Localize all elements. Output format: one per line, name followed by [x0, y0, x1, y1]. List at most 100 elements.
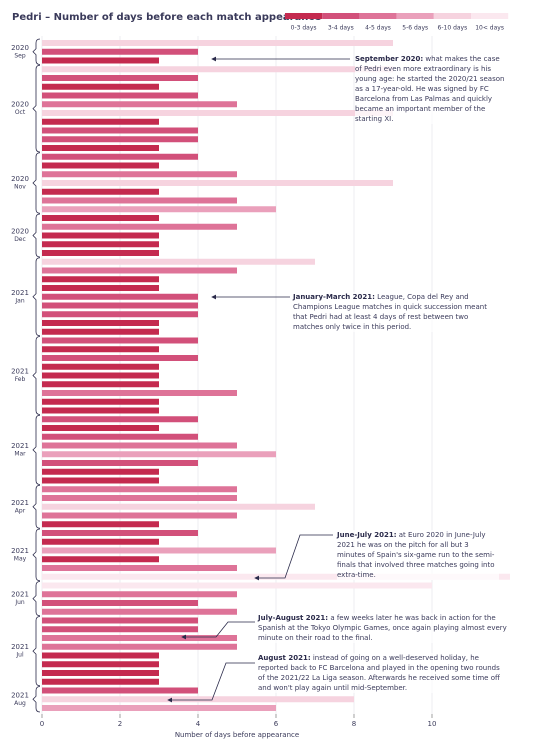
bar: [42, 617, 198, 624]
legend-swatch: [396, 13, 434, 19]
group-year: 2021: [11, 547, 29, 555]
group-year: 2021: [11, 499, 29, 507]
bar: [42, 608, 237, 615]
bar: [42, 40, 393, 46]
group-month: May: [14, 555, 27, 562]
bar: [42, 643, 237, 650]
bar: [42, 678, 159, 685]
annotation-title: June-July 2021:: [337, 531, 397, 539]
annotation-title: August 2021:: [258, 654, 311, 662]
group-bracket: [32, 414, 41, 485]
annotation-text: at Euro 2020 in June-July 2021 he was on…: [337, 531, 495, 579]
group-bracket: [32, 528, 41, 582]
group-year: 2020: [11, 44, 29, 52]
bar: [42, 188, 159, 195]
arrows: [167, 56, 350, 703]
bar: [42, 451, 276, 458]
group-bracket: [32, 336, 41, 415]
group-month: Apr: [15, 507, 26, 514]
x-tick-label: 10: [428, 720, 437, 728]
annotation: June-July 2021: at Euro 2020 in June-Jul…: [337, 530, 499, 580]
bar: [42, 652, 159, 659]
bar: [42, 363, 159, 370]
bar: [42, 206, 276, 213]
bar: [42, 258, 315, 265]
annotation-text: instead of going on a well-deserved holi…: [258, 654, 500, 692]
legend-label: 3-4 days: [328, 25, 354, 32]
group-bracket: [32, 616, 41, 687]
bar: [42, 433, 198, 440]
group-bracket: [32, 38, 41, 65]
annotation: September 2020: what makes the case of P…: [355, 54, 505, 124]
bar: [42, 565, 237, 571]
bar: [42, 48, 198, 55]
legend-swatch: [433, 13, 471, 19]
group-year: 2020: [11, 175, 29, 183]
annotation-title: January-March 2021:: [293, 293, 375, 301]
group-year: 2021: [11, 368, 29, 376]
bar: [42, 83, 159, 90]
bar: [42, 442, 237, 449]
group-bracket: [32, 484, 41, 529]
x-tick-label: 0: [40, 720, 44, 728]
bar: [42, 75, 198, 81]
bar: [42, 416, 198, 423]
bar: [42, 215, 159, 221]
group-year: 2021: [11, 591, 29, 599]
bar: [42, 626, 198, 633]
legend-swatch: [285, 13, 323, 19]
bar: [42, 285, 159, 291]
legend-label: 5-6 days: [402, 25, 428, 32]
bar: [42, 302, 198, 309]
bar: [42, 661, 159, 668]
annotation-title: July-August 2021:: [258, 614, 329, 622]
chart-title: Pedri – Number of days before each match…: [12, 12, 321, 23]
bar: [42, 468, 159, 475]
bar: [42, 267, 237, 274]
bar: [42, 503, 315, 510]
bar: [42, 705, 276, 711]
group-month: Jun: [14, 599, 25, 606]
x-axis-label: Number of days before appearance: [175, 731, 299, 739]
annotation-text: a few weeks later he was back in action …: [258, 614, 507, 642]
group-year: 2020: [11, 228, 29, 236]
annotation: August 2021: instead of going on a well-…: [258, 653, 508, 693]
bar: [42, 127, 198, 134]
bar: [42, 477, 159, 484]
bar: [42, 136, 198, 143]
bar: [42, 276, 159, 283]
x-tick-label: 2: [118, 720, 122, 728]
bar: [42, 460, 198, 466]
bar: [42, 591, 237, 598]
group-year: 2021: [11, 643, 29, 651]
bar: [42, 530, 198, 536]
bar: [42, 425, 159, 431]
legend-label: 4-5 days: [365, 25, 391, 32]
bar: [42, 92, 198, 99]
bar: [42, 547, 276, 554]
bar: [42, 250, 159, 256]
group-bracket: [32, 686, 41, 713]
bar: [42, 538, 159, 545]
bar: [42, 582, 432, 589]
bar: [42, 320, 159, 326]
group-year: 2021: [11, 691, 29, 699]
bar: [42, 346, 159, 353]
x-tick-label: 8: [352, 720, 356, 728]
group-month: Feb: [15, 376, 26, 383]
annotation: January-March 2021: League, Copa del Rey…: [293, 292, 488, 332]
bar: [42, 101, 237, 108]
bar: [42, 180, 393, 186]
bar: [42, 197, 237, 204]
bar: [42, 512, 237, 519]
annotation-text: League, Copa del Rey and Champions Leagu…: [293, 293, 487, 331]
bar: [42, 293, 198, 300]
bar: [42, 241, 159, 248]
bar: [42, 398, 159, 405]
bar: [42, 521, 159, 528]
bar: [42, 311, 198, 318]
bar: [42, 635, 237, 641]
annotation: July-August 2021: a few weeks later he w…: [258, 613, 520, 643]
arrow: [254, 534, 333, 581]
